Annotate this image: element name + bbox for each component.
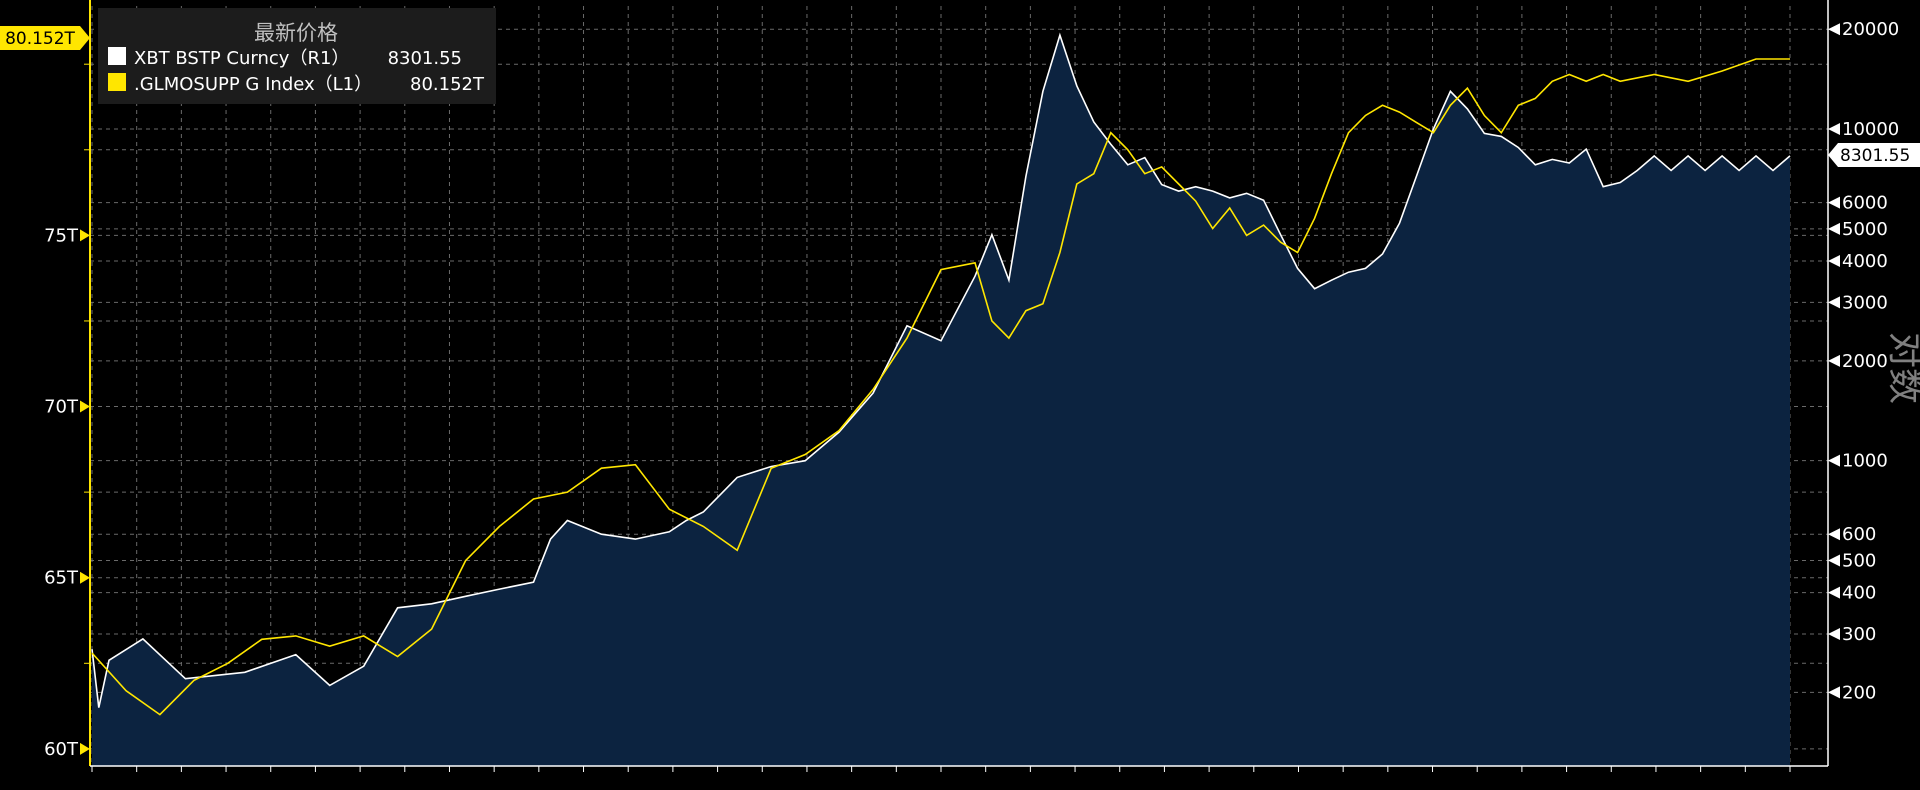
xbt-series-line bbox=[91, 32, 1791, 708]
y-right-tick-label: 500 bbox=[1842, 550, 1876, 571]
y-right-tick-marker bbox=[1828, 586, 1840, 599]
y-left-tick-label: 70T bbox=[44, 397, 79, 418]
y-right-tick-label: 6000 bbox=[1842, 193, 1888, 214]
y-right-tick-label: 10000 bbox=[1842, 119, 1899, 140]
area-layer bbox=[92, 35, 1790, 767]
y-left-tick-marker bbox=[80, 229, 90, 242]
legend-swatch-xbt bbox=[108, 47, 126, 65]
y-left-tick-label: 65T bbox=[44, 568, 79, 589]
y-right-tick-marker bbox=[1828, 296, 1840, 309]
y-right-tick-marker bbox=[1828, 454, 1840, 467]
y-left-tick-label: 60T bbox=[44, 739, 79, 760]
y-right-tick-marker bbox=[1828, 528, 1840, 541]
y-left-tick-marker bbox=[80, 742, 90, 755]
y-right-tick-marker bbox=[1828, 686, 1840, 699]
y-right-tick-marker bbox=[1828, 554, 1840, 567]
glmosupp-series-line bbox=[91, 58, 1790, 716]
legend-entry-glmosupp-value: 80.152T bbox=[410, 74, 485, 95]
last-value-tag-right: 8301.55 bbox=[1840, 146, 1910, 166]
legend: 最新价格 XBT BSTP Curncy（R1） 8301.55 .GLMOSU… bbox=[98, 8, 496, 104]
last-value-tag-right-bg bbox=[1828, 143, 1920, 167]
y-right-tick-label: 2000 bbox=[1842, 351, 1888, 372]
y-right-tick-marker bbox=[1828, 23, 1840, 36]
y-right-tick-label: 3000 bbox=[1842, 292, 1888, 313]
last-value-tag-left-pointer bbox=[80, 26, 90, 50]
y-right-tick-label: 400 bbox=[1842, 583, 1876, 604]
y-right-tick-label: 1000 bbox=[1842, 451, 1888, 472]
y-right-tick-marker bbox=[1828, 628, 1840, 641]
legend-entry-glmosupp-name: .GLMOSUPP G Index（L1） bbox=[134, 74, 372, 95]
legend-title: 最新价格 bbox=[254, 21, 338, 45]
xbt-area-fill bbox=[92, 35, 1790, 767]
last-value-tag-left: 80.152T bbox=[5, 29, 75, 49]
line-layer bbox=[91, 32, 1791, 716]
legend-box bbox=[98, 8, 496, 104]
y-left-tick-label: 75T bbox=[44, 225, 79, 246]
y-right-tick-label: 600 bbox=[1842, 524, 1876, 545]
legend-swatch-glmosupp bbox=[108, 73, 126, 91]
value-tags: 80.152T 8301.55 bbox=[0, 26, 1920, 167]
y-left-tick-marker bbox=[80, 400, 90, 413]
y-right-tick-marker bbox=[1828, 123, 1840, 136]
y-right-axis-label: 对数 bbox=[1884, 332, 1920, 404]
y-right-tick-marker bbox=[1828, 354, 1840, 367]
y-right-tick-marker bbox=[1828, 196, 1840, 209]
y-right-tick-label: 200 bbox=[1842, 682, 1876, 703]
y-right-tick-label: 300 bbox=[1842, 624, 1876, 645]
y-right-tick-label: 5000 bbox=[1842, 219, 1888, 240]
y-right-tick-marker bbox=[1828, 255, 1840, 268]
y-right-tick-marker bbox=[1828, 222, 1840, 235]
last-value-tag-left-bg bbox=[0, 26, 80, 50]
y-right-tick-label: 20000 bbox=[1842, 19, 1899, 40]
legend-entry-xbt-name: XBT BSTP Curncy（R1） bbox=[134, 48, 349, 69]
y-left-tick-marker bbox=[80, 571, 90, 584]
axes-layer: 60T 65T 70T 75T 200 300 400 500 600 1000 2000 3000 4… bbox=[44, 0, 1899, 772]
legend-entry-xbt-value: 8301.55 bbox=[388, 48, 462, 69]
y-right-tick-label: 4000 bbox=[1842, 251, 1888, 272]
